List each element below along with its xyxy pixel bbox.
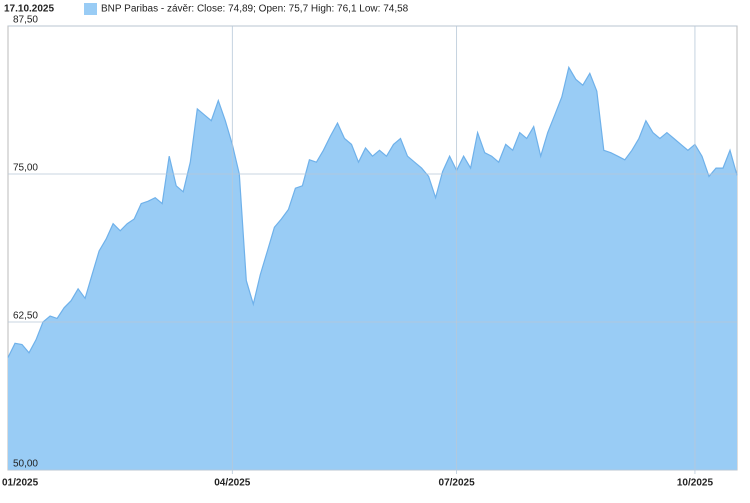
x-tick-label: 10/2025 (677, 478, 714, 489)
y-tick-label: 75,00 (13, 163, 38, 174)
legend-swatch (84, 3, 97, 15)
y-tick-label: 87,50 (13, 15, 38, 26)
x-tick-label: 01/2025 (2, 478, 39, 489)
area-line (7, 65, 738, 358)
area-fill (8, 67, 737, 471)
x-tick-label: 07/2025 (439, 478, 476, 489)
y-tick-label: 50,00 (13, 459, 38, 470)
x-tick-label: 04/2025 (214, 478, 251, 489)
legend-label: BNP Paribas - závěr: Close: 74,89; Open:… (101, 4, 409, 15)
chart-title: 17.10.2025 (4, 4, 54, 15)
y-tick-label: 62,50 (13, 311, 38, 322)
